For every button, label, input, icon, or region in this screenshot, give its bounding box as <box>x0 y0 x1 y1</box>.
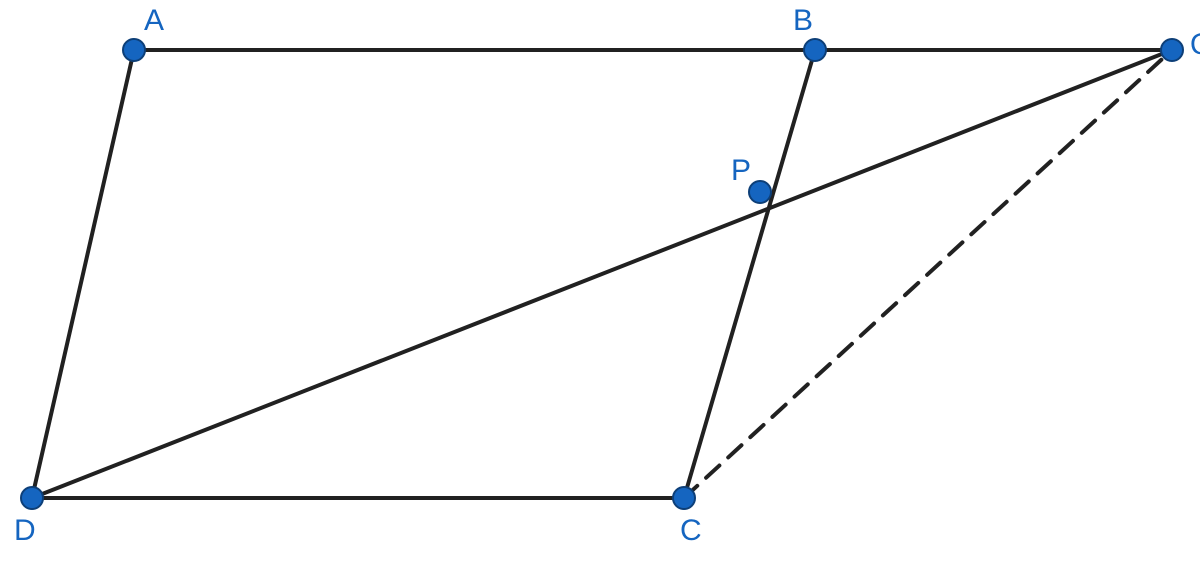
label-D: D <box>14 514 36 547</box>
geometry-diagram: A B Q P D C <box>0 0 1200 563</box>
point-Q <box>1161 39 1183 61</box>
label-Q: Q <box>1190 28 1200 61</box>
point-A <box>123 39 145 61</box>
edge-A-D <box>32 50 134 498</box>
point-C <box>673 487 695 509</box>
edge-D-Q <box>32 50 1172 498</box>
edge-B-C <box>684 50 815 498</box>
label-B: B <box>793 4 813 37</box>
label-A: A <box>144 4 164 37</box>
label-C: C <box>680 514 702 547</box>
label-P: P <box>731 154 751 187</box>
point-P <box>749 181 771 203</box>
point-B <box>804 39 826 61</box>
edge-C-Q <box>684 50 1172 498</box>
point-D <box>21 487 43 509</box>
